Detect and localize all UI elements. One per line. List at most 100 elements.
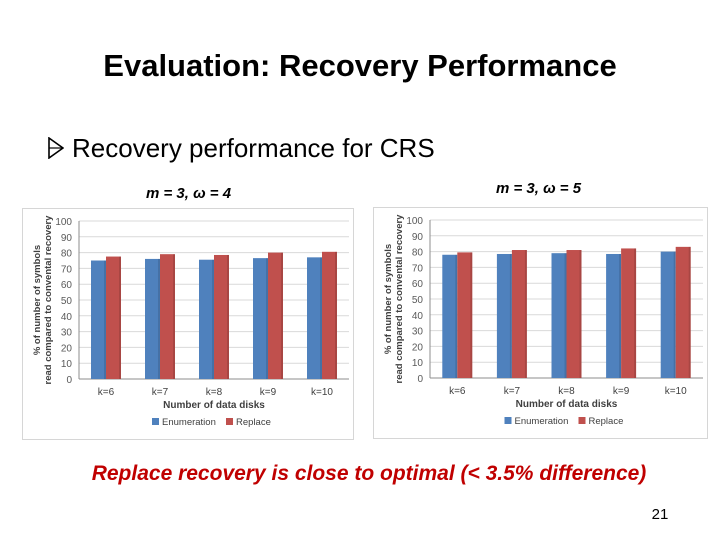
y-tick-label: 80	[61, 249, 73, 260]
bar-enumeration-k7	[145, 258, 160, 379]
y-tick-label: 20	[412, 342, 424, 353]
bar-enumeration-k8	[199, 259, 214, 379]
bar-replace-k6	[106, 256, 121, 379]
y-tick-label: 10	[412, 358, 424, 369]
y-tick-label: 60	[61, 280, 73, 291]
bar-enumeration-k10	[307, 257, 322, 379]
x-tick-label: k=10	[311, 387, 333, 398]
legend-swatch-enumeration	[504, 417, 512, 424]
chart-title-right: m = 3, ω = 5	[496, 180, 582, 197]
bar-shade	[173, 254, 175, 379]
legend-label-replace: Replace	[236, 417, 271, 428]
chart-panel-right: 0 10 20 30 40 50 60 70 80 90 100 k=6 k=7 k=8 k=9 k=10 Nu…	[373, 207, 708, 439]
chart-title-left: m = 3, ω = 4	[146, 185, 232, 202]
bar-replace-k10	[322, 251, 337, 379]
bar-enumeration-k10	[660, 251, 676, 378]
bar-shade	[470, 252, 473, 378]
y-tick-label: 0	[417, 374, 423, 385]
x-tick-label: k=8	[206, 387, 223, 398]
y-tick-label: 60	[412, 279, 424, 290]
bar-shade	[266, 258, 268, 379]
bar-replace-k10	[675, 246, 691, 378]
x-axis-title: Number of data disks	[163, 400, 265, 411]
chart-panel-left: 0 10 20 30 40 50 60 70 80 90 100 k=6 k=7 k=8 k=9 k=10 Nu…	[22, 208, 354, 440]
bar-shade	[104, 260, 106, 379]
bullet-item: Recovery performance for CRS	[48, 131, 435, 165]
y-tick-label: 50	[61, 296, 73, 307]
legend-swatch-enumeration	[152, 418, 159, 425]
y-tick-label: 70	[61, 264, 73, 275]
y-tick-label: 100	[406, 216, 423, 227]
bar-replace-k6	[457, 252, 473, 378]
y-axis-title: % of number of symbolsread compared to c…	[32, 215, 54, 385]
y-tick-label: 70	[412, 263, 424, 274]
bar-replace-k9	[268, 252, 283, 379]
bar-enumeration-k7	[496, 253, 512, 378]
y-axis-title-text: % of number of symbolsread compared to c…	[383, 214, 405, 384]
bar-shade	[619, 253, 622, 378]
bar-enumeration-k8	[551, 253, 567, 378]
y-axis-title: % of number of symbolsread compared to c…	[383, 214, 405, 384]
bar-enumeration-k9	[253, 258, 268, 379]
y-tick-label: 50	[412, 295, 424, 306]
x-axis-title: Number of data disks	[516, 399, 618, 410]
legend-swatch-replace	[578, 417, 586, 424]
bar-shade	[158, 258, 160, 379]
x-tick-label: k=6	[449, 386, 466, 397]
y-axis-title-line: % of number of symbols	[32, 245, 43, 355]
bar-shade	[673, 251, 676, 378]
bar-enumeration-k6	[91, 260, 106, 379]
arrow-bullet-icon	[48, 137, 64, 159]
y-tick-label: 90	[61, 233, 73, 244]
bar-shade	[564, 253, 567, 378]
bar-enumeration-k9	[606, 253, 622, 378]
bar-shade	[579, 250, 582, 378]
y-tick-label: 40	[412, 311, 424, 322]
slide-title: Evaluation: Recovery Performance	[103, 48, 617, 83]
y-axis-title-text: % of number of symbolsread compared to c…	[32, 215, 54, 385]
bar-enumeration-k6	[442, 254, 458, 378]
legend-label-replace: Replace	[589, 416, 624, 427]
bar-replace-k8	[214, 254, 229, 379]
y-tick-label: 90	[412, 232, 424, 243]
legend-swatch-replace	[226, 418, 233, 425]
y-tick-label: 40	[61, 312, 73, 323]
x-tick-label: k=6	[98, 387, 115, 398]
bar-shade	[281, 252, 283, 379]
y-tick-label: 20	[61, 343, 73, 354]
bar-shade	[524, 250, 527, 378]
bar-replace-k7	[511, 250, 527, 378]
bar-shade	[227, 254, 229, 379]
conclusion-text: Replace recovery is close to optimal (< …	[91, 462, 647, 485]
x-tick-label: k=10	[665, 386, 687, 397]
bar-shade	[119, 256, 121, 379]
bullet-text: Recovery performance for CRS	[72, 132, 435, 163]
y-axis-title-line: % of number of symbols	[383, 244, 394, 354]
bar-chart-left: 0 10 20 30 40 50 60 70 80 90 100 k=6 k=7 k=8 k=9 k=10 Nu…	[32, 215, 349, 428]
bar-replace-k8	[566, 250, 582, 378]
bar-shade	[455, 254, 458, 378]
bar-replace-k9	[621, 248, 637, 378]
y-tick-label: 0	[66, 375, 72, 386]
bar-replace-k7	[160, 254, 175, 379]
legend-label-enumeration: Enumeration	[162, 417, 216, 428]
bar-shade	[634, 248, 637, 378]
y-tick-label: 10	[61, 359, 73, 370]
x-tick-label: k=9	[613, 386, 630, 397]
x-tick-label: k=7	[152, 387, 169, 398]
y-tick-label: 100	[55, 217, 72, 228]
bar-shade	[509, 253, 512, 378]
bar-shade	[688, 246, 691, 378]
page-number: 21	[651, 506, 669, 523]
y-tick-label: 30	[412, 327, 424, 338]
bar-shade	[212, 259, 214, 379]
y-tick-label: 30	[61, 328, 73, 339]
y-axis-title-line: read compared to convental recovery	[43, 215, 54, 385]
bar-chart-right: 0 10 20 30 40 50 60 70 80 90 100 k=6 k=7 k=8 k=9 k=10 Nu…	[383, 214, 703, 427]
bar-shade	[335, 251, 337, 379]
y-tick-label: 80	[412, 248, 424, 259]
x-tick-label: k=7	[504, 386, 521, 397]
legend-label-enumeration: Enumeration	[515, 416, 569, 427]
x-tick-label: k=8	[558, 386, 575, 397]
y-axis-title-line: read compared to convental recovery	[394, 214, 405, 384]
